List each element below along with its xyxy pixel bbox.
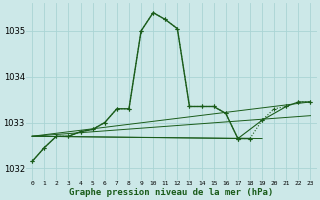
X-axis label: Graphe pression niveau de la mer (hPa): Graphe pression niveau de la mer (hPa) [69, 188, 274, 197]
